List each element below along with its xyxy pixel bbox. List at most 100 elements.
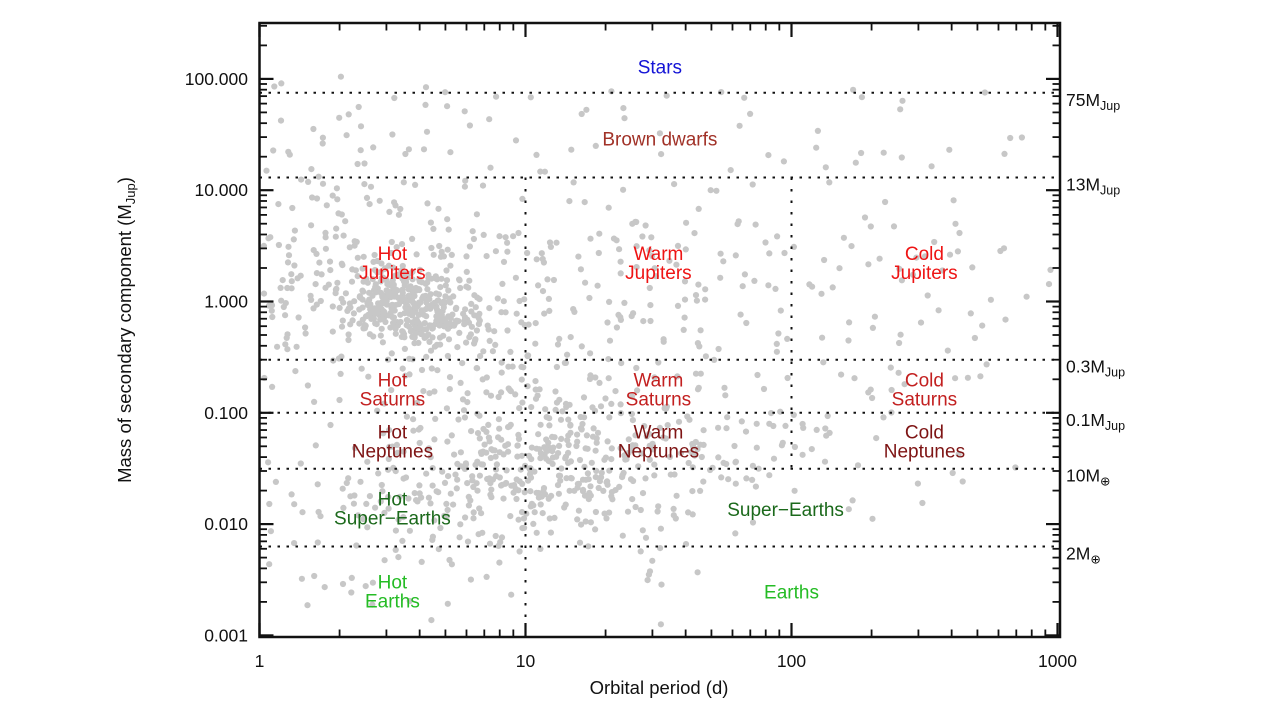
data-point — [551, 434, 558, 441]
data-point — [590, 425, 597, 432]
data-point — [983, 361, 990, 368]
data-point — [821, 458, 829, 465]
data-point — [628, 446, 635, 454]
data-point — [752, 221, 759, 228]
data-point — [739, 283, 746, 290]
data-point — [392, 202, 399, 209]
data-point — [416, 482, 423, 489]
data-point — [643, 433, 650, 440]
data-point — [366, 201, 373, 208]
data-point — [460, 407, 468, 414]
data-point — [682, 246, 689, 253]
data-point — [504, 327, 511, 334]
data-point — [543, 446, 550, 453]
data-point — [314, 539, 321, 546]
data-point — [412, 181, 419, 188]
data-point — [521, 296, 528, 303]
data-point — [567, 458, 575, 465]
data-point — [379, 293, 386, 300]
data-point — [888, 386, 895, 394]
data-point — [290, 236, 297, 243]
data-point — [592, 447, 599, 454]
data-point — [608, 445, 615, 452]
data-point — [285, 252, 293, 259]
data-point — [540, 259, 548, 266]
data-point — [491, 328, 498, 335]
data-point — [489, 476, 497, 483]
data-point — [695, 205, 702, 212]
data-point — [326, 258, 334, 265]
data-point — [446, 386, 453, 393]
data-point — [845, 337, 852, 344]
data-point — [445, 226, 452, 233]
data-point — [443, 500, 450, 507]
data-point — [442, 89, 449, 96]
data-point — [339, 317, 346, 324]
data-point — [658, 151, 665, 158]
data-point — [642, 222, 649, 229]
data-point — [502, 234, 509, 241]
data-point — [357, 123, 365, 130]
data-point — [867, 223, 874, 230]
data-point — [485, 434, 492, 441]
data-point — [543, 414, 550, 421]
data-point — [312, 281, 319, 288]
data-point — [378, 299, 385, 306]
data-point — [500, 495, 507, 502]
data-point — [928, 163, 935, 170]
data-point — [617, 401, 624, 408]
data-point — [485, 326, 492, 333]
data-point — [445, 473, 452, 480]
data-point — [692, 370, 700, 377]
data-point — [608, 400, 615, 407]
data-point — [348, 574, 355, 582]
data-point — [675, 418, 683, 425]
data-point — [954, 248, 962, 255]
data-point — [412, 304, 420, 311]
data-point — [753, 444, 760, 451]
data-point — [774, 233, 781, 240]
data-point — [1023, 293, 1030, 300]
data-point — [455, 416, 462, 423]
data-point — [359, 296, 366, 303]
data-point — [354, 160, 361, 168]
data-point — [869, 324, 877, 331]
data-point — [406, 306, 413, 313]
data-point — [347, 304, 354, 311]
data-point — [402, 372, 409, 379]
data-point — [854, 462, 862, 469]
data-point — [582, 476, 590, 483]
data-point — [288, 271, 295, 278]
data-point — [901, 381, 908, 388]
data-point — [809, 283, 816, 290]
data-point — [269, 383, 276, 390]
data-point — [427, 291, 434, 298]
data-point — [602, 395, 609, 402]
data-point — [692, 438, 699, 446]
data-point — [495, 416, 502, 423]
data-point — [345, 475, 352, 482]
data-point — [773, 340, 780, 347]
data-point — [492, 532, 499, 540]
data-point — [430, 225, 437, 232]
data-point — [981, 89, 989, 96]
data-point — [542, 406, 549, 413]
data-point — [683, 219, 690, 226]
data-point — [457, 379, 464, 386]
data-point — [952, 375, 959, 382]
data-point — [473, 365, 480, 372]
data-point — [826, 179, 833, 186]
data-point — [621, 299, 628, 306]
data-point — [673, 261, 680, 268]
data-point — [720, 258, 727, 265]
data-point — [360, 288, 367, 295]
data-point — [666, 453, 674, 460]
data-point — [360, 516, 367, 523]
data-point — [646, 284, 653, 292]
data-point — [342, 218, 349, 225]
data-point — [977, 373, 984, 380]
data-point — [528, 444, 536, 451]
data-point — [882, 198, 889, 206]
data-point — [329, 192, 336, 199]
data-point — [570, 179, 577, 186]
